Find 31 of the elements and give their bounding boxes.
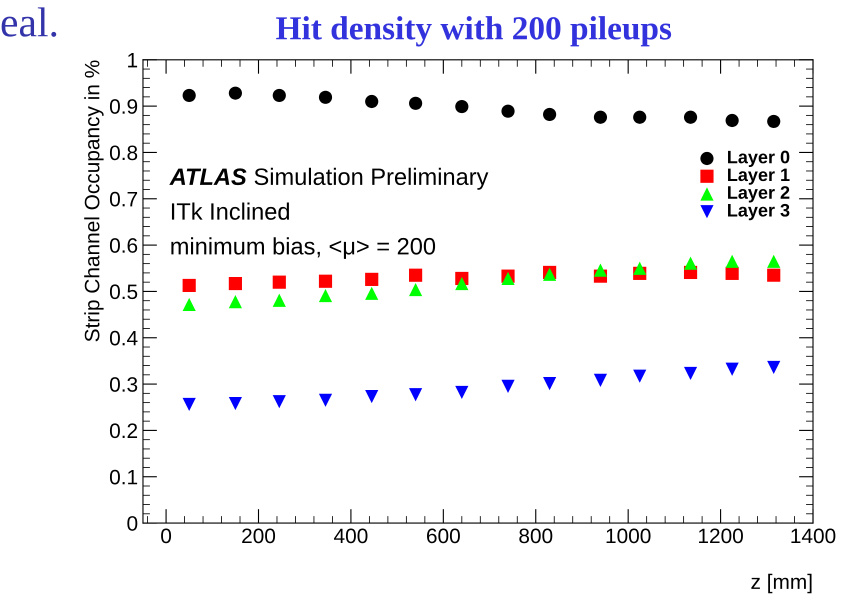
legend-label: Layer 2 xyxy=(728,186,790,202)
annotation: ATLAS xyxy=(169,168,246,186)
x-tick-label: 800 xyxy=(519,528,552,544)
text: eal. xyxy=(2,7,56,37)
legend-label: Layer 1 xyxy=(728,168,790,185)
annotation: minimum bias, <μ> = 200 xyxy=(171,237,436,259)
x-tick-label: 1000 xyxy=(606,528,651,544)
x-tick-label: 600 xyxy=(427,528,460,544)
y-tick-label: 0.2 xyxy=(110,423,138,438)
y-tick-label: 0.7 xyxy=(110,192,138,207)
x-tick-label: 1400 xyxy=(791,528,836,544)
y-axis-title: Strip Channel Occupancy in % xyxy=(84,60,104,342)
legend-label: Layer 3 xyxy=(728,204,790,220)
x-tick-label: 200 xyxy=(242,528,276,544)
y-tick-label: 0 xyxy=(127,516,138,531)
x-tick-label: 400 xyxy=(334,528,368,544)
y-tick-label: 0.5 xyxy=(110,284,138,300)
chart-title: Hit density with 200 pileups xyxy=(276,16,672,46)
annotation: ITk Inclined xyxy=(172,202,289,220)
y-tick-label: 0.1 xyxy=(110,470,138,484)
y-tick-label: 0.9 xyxy=(110,99,138,114)
y-tick-label: 0.8 xyxy=(110,145,138,160)
y-tick-label: 0.3 xyxy=(110,377,138,392)
y-tick-label: 0.6 xyxy=(110,238,138,253)
x-tick-label: 0 xyxy=(161,528,172,544)
x-axis-title: z [mm] xyxy=(751,574,812,594)
x-tick-label: 1200 xyxy=(699,528,743,544)
legend-label: Layer 0 xyxy=(728,150,790,167)
y-tick-label: 0.4 xyxy=(110,330,138,346)
annotation: Simulation Preliminary xyxy=(254,168,488,190)
y-tick-label: 1 xyxy=(128,53,138,68)
